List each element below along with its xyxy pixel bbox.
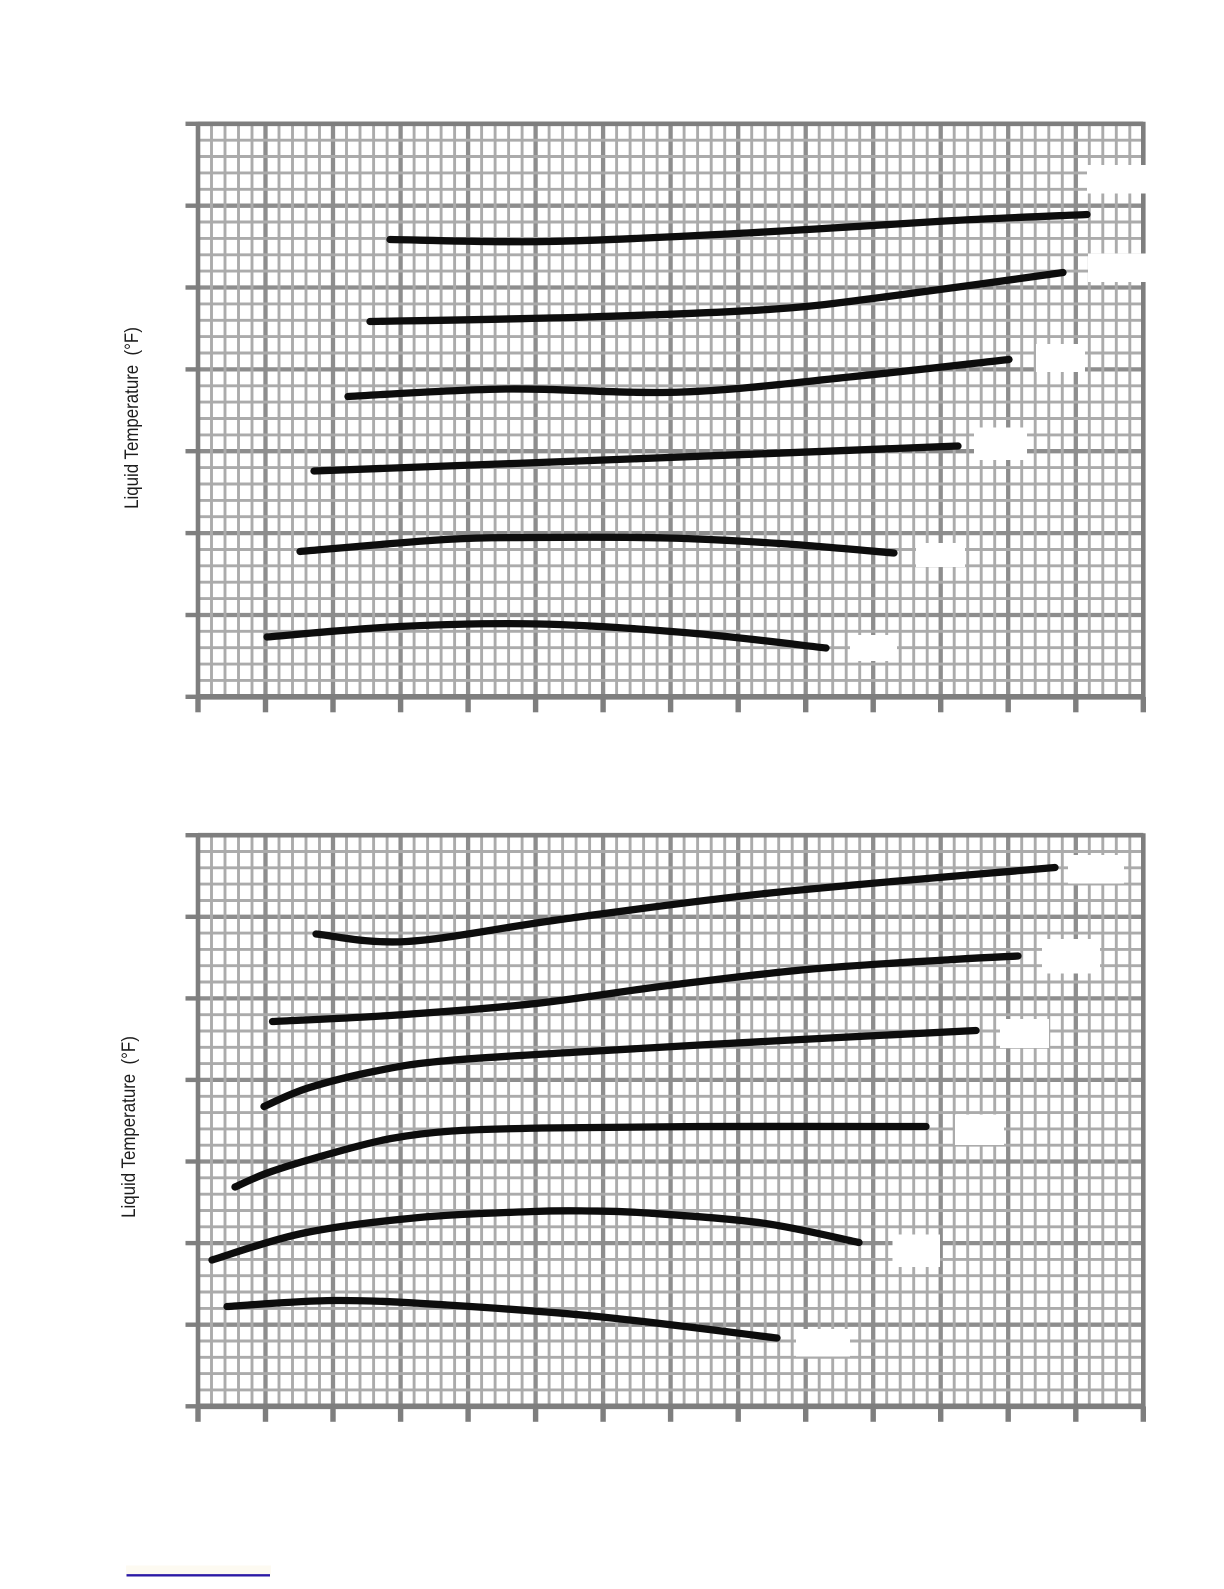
svg-text:Liquid Temperature (°F): Liquid Temperature (°F): [120, 327, 142, 509]
svg-text:Liquid Temperature (°F): Liquid Temperature (°F): [117, 1036, 139, 1218]
